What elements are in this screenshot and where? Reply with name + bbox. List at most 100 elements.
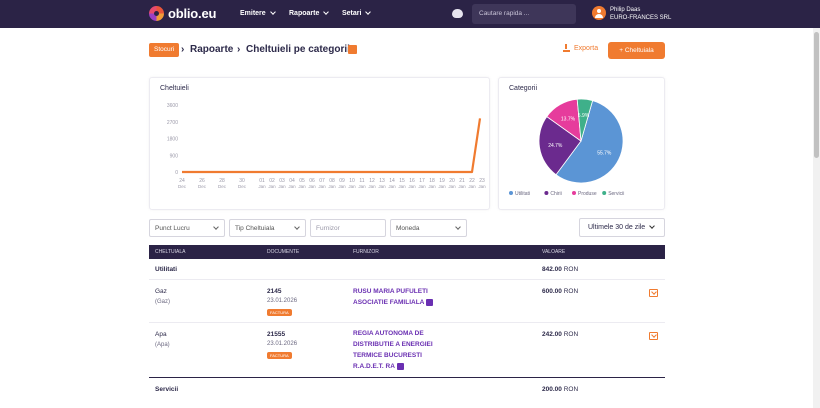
- x-tick-label: Jan: [378, 184, 386, 189]
- legend-marker: [544, 191, 549, 195]
- scrollbar-track[interactable]: [813, 28, 820, 408]
- group-name: Servicii: [155, 386, 179, 393]
- x-tick-label: Jan: [288, 184, 296, 189]
- col-documente: DOCUMENTE: [267, 249, 300, 255]
- chevron-down-icon: [323, 9, 330, 15]
- expense-value: 242.00 RON: [542, 331, 578, 338]
- x-tick-label: Jan: [478, 184, 486, 189]
- x-tick-label: Jan: [468, 184, 476, 189]
- line-chart: 090018002700360024Dec26Dec28Dec30Dec01Ja…: [167, 103, 486, 189]
- menu-setari[interactable]: Setari: [342, 9, 372, 17]
- x-tick-label: 07: [319, 178, 325, 184]
- document-number[interactable]: 2145: [267, 288, 282, 295]
- group-total: 200.00 RON: [542, 386, 578, 393]
- legend-marker: [572, 191, 576, 195]
- expand-row-icon[interactable]: [649, 332, 658, 340]
- moneda-select[interactable]: Moneda: [390, 219, 467, 237]
- x-tick-label: Dec: [198, 184, 207, 189]
- menu-rapoarte[interactable]: Rapoarte: [289, 9, 330, 17]
- legend-label: Servicii: [608, 191, 624, 197]
- document-icon: [396, 362, 404, 370]
- x-tick-label: Jan: [348, 184, 356, 189]
- slice-label: 5.9%: [578, 113, 590, 119]
- divider: [149, 322, 665, 323]
- x-tick-label: 02: [269, 178, 275, 184]
- x-tick-label: Jan: [428, 184, 436, 189]
- top-navbar: oblio.eu Emitere Rapoarte Setari Cautare…: [0, 0, 820, 28]
- menu-label: Rapoarte: [289, 10, 320, 17]
- breadcrumb-rapoarte[interactable]: Rapoarte: [190, 44, 234, 55]
- pie-slice: [538, 116, 582, 176]
- x-tick-label: Jan: [278, 184, 286, 189]
- x-tick-label: 23: [479, 178, 485, 184]
- furnizor-input[interactable]: Furnizor: [310, 219, 386, 237]
- x-tick-label: 06: [309, 178, 315, 184]
- search-input[interactable]: Cautare rapida ...: [472, 4, 576, 24]
- x-tick-label: Jan: [338, 184, 346, 189]
- tip-cheltuiala-select[interactable]: Tip Cheltuiala: [229, 219, 306, 237]
- currency: RON: [563, 288, 579, 295]
- x-tick-label: 11: [359, 178, 364, 184]
- logo-icon: [149, 6, 164, 21]
- col-furnizor: FURNIZOR: [353, 249, 379, 255]
- supplier-line: RUSU MARIA PUFULETI: [353, 288, 428, 295]
- x-tick-label: 19: [439, 178, 445, 184]
- x-tick-label: Jan: [458, 184, 466, 189]
- scrollbar-thumb[interactable]: [814, 32, 819, 158]
- x-tick-label: 18: [429, 178, 435, 184]
- expand-row-icon[interactable]: [649, 289, 658, 297]
- cat-icon[interactable]: [452, 9, 463, 18]
- y-tick-label: 900: [170, 153, 179, 159]
- supplier[interactable]: RUSU MARIA PUFULETI ASOCIATIE FAMILIALA: [353, 286, 434, 308]
- punct-lucru-select[interactable]: Punct Lucru: [149, 219, 225, 237]
- group-total: 842.00 RON: [542, 266, 578, 273]
- y-tick-label: 0: [175, 170, 178, 176]
- pie-slice: [555, 100, 624, 184]
- document-date: 23.01.2026: [267, 298, 298, 304]
- chevron-down-icon: [455, 224, 461, 230]
- x-tick-label: Jan: [438, 184, 446, 189]
- x-tick-label: Jan: [398, 184, 406, 189]
- menu-emitere[interactable]: Emitere: [240, 9, 276, 17]
- supplier-line-with-icon: ASOCIATIE FAMILIALA: [353, 297, 434, 308]
- supplier-line-with-icon: R.A.D.E.T. RA: [353, 361, 433, 372]
- chart-title: Cheltuieli: [160, 85, 189, 92]
- download-icon[interactable]: [348, 45, 357, 54]
- chevron-down-icon: [294, 224, 300, 230]
- expenses-chart-card: Cheltuieli 0 900 1800 2700 3600 24 Dec 26 Dec 28 D…: [149, 77, 490, 210]
- user-avatar-icon[interactable]: [592, 6, 606, 20]
- x-tick-label: 30: [239, 178, 245, 184]
- table-header: CHELTUIALA DOCUMENTE FURNIZOR VALOARE: [149, 245, 665, 259]
- add-expense-button[interactable]: + Cheltuiala: [608, 42, 665, 59]
- x-tick-label: Jan: [308, 184, 316, 189]
- x-tick-label: Jan: [448, 184, 456, 189]
- select-value: Tip Cheltuiala: [235, 225, 275, 232]
- expense-value: 600.00 RON: [542, 288, 578, 295]
- document-icon: [426, 298, 434, 306]
- x-tick-label: Jan: [388, 184, 396, 189]
- x-tick-label: 20: [449, 178, 455, 184]
- group-name: Utilitati: [155, 266, 178, 273]
- legend-label: Utilitati: [515, 191, 530, 197]
- user-menu[interactable]: Philip Daas EURO-FRANCES SRL: [610, 7, 671, 22]
- export-button[interactable]: Exporta: [563, 44, 598, 52]
- pie-slice: [576, 98, 594, 142]
- document-number[interactable]: 21555: [267, 331, 286, 338]
- supplier-line: TERMICE BUCURESTI: [353, 352, 422, 359]
- y-tick-label: 1800: [167, 137, 178, 143]
- supplier[interactable]: REGIA AUTONOMA DE DISTRIBUTIE A ENERGIEI…: [353, 328, 433, 372]
- period-select[interactable]: Ultimele 30 de zile: [579, 218, 665, 237]
- col-cheltuiala: CHELTUIALA: [155, 249, 186, 255]
- logo[interactable]: oblio.eu: [149, 6, 216, 21]
- chevron-down-icon: [213, 224, 219, 230]
- document-date: 23.01.2026: [267, 341, 298, 347]
- series-line: [182, 118, 482, 174]
- chevron-down-icon: [649, 223, 655, 229]
- user-name: Philip Daas: [610, 7, 641, 13]
- divider: [149, 279, 665, 280]
- slice-label: 55.7%: [597, 151, 612, 157]
- stocuri-badge[interactable]: Stocuri: [149, 43, 180, 57]
- x-tick-label: 12: [369, 178, 375, 184]
- currency: RON: [563, 266, 579, 273]
- x-tick-label: 24: [179, 178, 185, 184]
